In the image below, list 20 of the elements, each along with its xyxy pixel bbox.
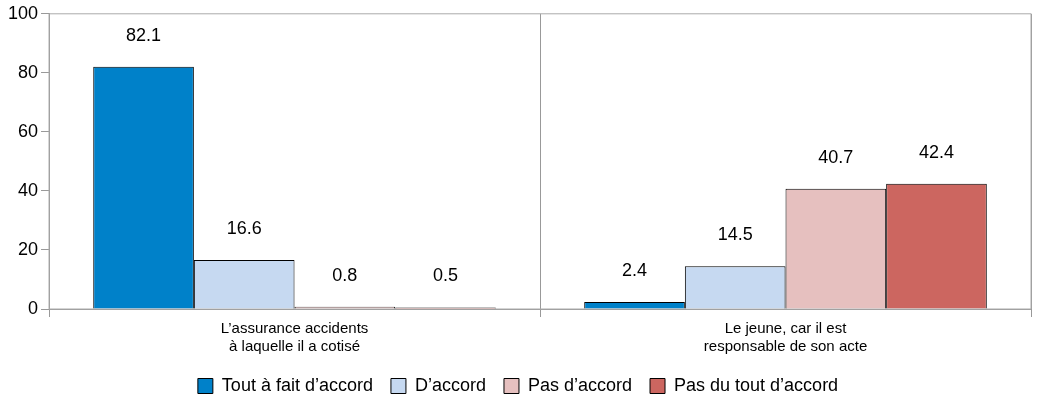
data-label: 2.4 bbox=[622, 259, 648, 280]
x-tick-label: Le jeune, car il est responsable de son acte bbox=[703, 319, 868, 355]
data-label: 40.7 bbox=[818, 146, 854, 167]
x-tick-label: L’assurance accidents à laquelle il a cotisé bbox=[220, 319, 369, 355]
y-tick-label: 40 bbox=[18, 179, 39, 200]
legend-label: Pas d’accord bbox=[527, 374, 633, 395]
y-tick-label: 0 bbox=[28, 297, 39, 318]
legend-label: Tout à fait d’accord bbox=[221, 374, 373, 395]
y-tick-label: 100 bbox=[7, 2, 39, 23]
data-label: 0.8 bbox=[332, 264, 358, 285]
legend-label: D’accord bbox=[414, 374, 486, 395]
y-tick-label: 80 bbox=[18, 61, 39, 82]
data-label: 0.5 bbox=[432, 265, 459, 286]
legend-label: Pas du tout d’accord bbox=[674, 374, 839, 395]
data-label: 42.4 bbox=[918, 141, 955, 162]
y-tick-label: 60 bbox=[18, 120, 39, 141]
data-label: 14.5 bbox=[717, 224, 753, 245]
data-label: 82.1 bbox=[126, 24, 162, 45]
data-label: 16.6 bbox=[226, 217, 262, 238]
y-tick-label: 20 bbox=[18, 238, 39, 259]
